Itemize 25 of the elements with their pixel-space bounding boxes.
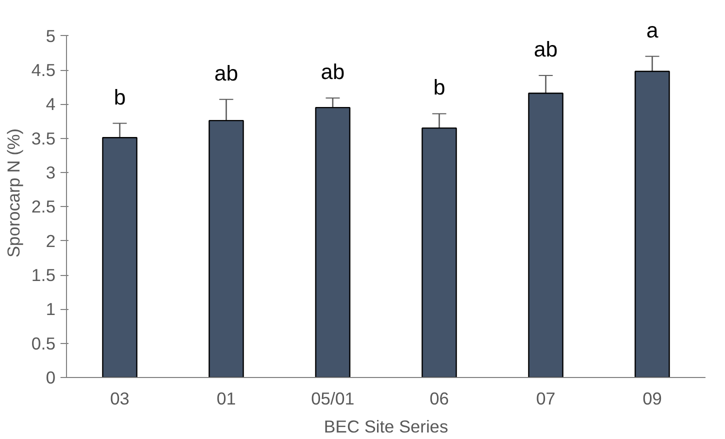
y-tick-label: 3.5 bbox=[31, 128, 56, 148]
y-tick-label: 4.5 bbox=[31, 60, 56, 80]
annotation: b bbox=[114, 85, 126, 110]
y-tick-label: 0.5 bbox=[31, 333, 56, 354]
x-tick-label: 06 bbox=[430, 388, 449, 408]
y-tick-label: 2.5 bbox=[31, 196, 56, 217]
annotation: b bbox=[433, 76, 446, 100]
annotation: ab bbox=[534, 37, 558, 62]
y-axis-title: Sporocarp N (%) bbox=[3, 128, 24, 258]
annotation: a bbox=[646, 18, 658, 42]
x-tick-label: 01 bbox=[216, 388, 236, 408]
y-tick-label: 1.5 bbox=[31, 265, 56, 285]
x-tick-label: 09 bbox=[642, 388, 662, 408]
y-tick-label: 2 bbox=[46, 230, 56, 251]
annotation: ab bbox=[320, 60, 345, 84]
y-tick-label: 4 bbox=[46, 94, 56, 114]
annotation: ab bbox=[214, 61, 238, 86]
y-tick-label: 3 bbox=[46, 162, 56, 182]
y-tick-label: 5 bbox=[46, 26, 56, 46]
y-tick-label: 1 bbox=[46, 299, 56, 320]
x-axis-title: BEC Site Series bbox=[324, 416, 448, 436]
x-tick-label: 05/01 bbox=[311, 388, 354, 408]
x-tick-label: 03 bbox=[110, 388, 130, 408]
y-tick-label: 0 bbox=[46, 368, 56, 388]
x-tick-label: 07 bbox=[536, 388, 556, 408]
